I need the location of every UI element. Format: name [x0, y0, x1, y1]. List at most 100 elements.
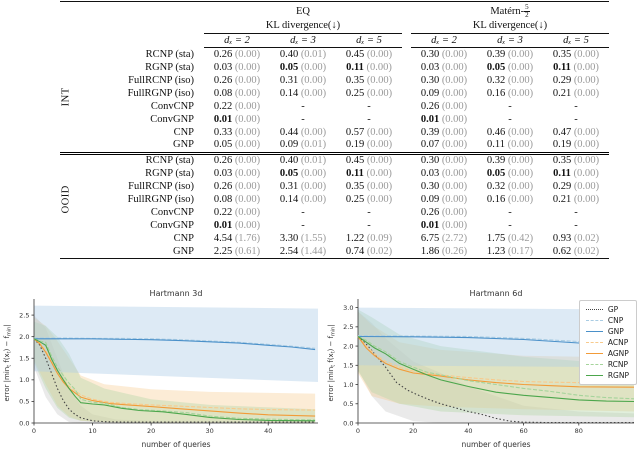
value-cell: 2.25 (0.61): [213, 245, 261, 257]
method-label: FullRGNP (iso): [127, 87, 194, 99]
method-label: RGNP (sta): [145, 168, 194, 180]
group-title-matern: Matérn- 5 2: [411, 2, 609, 20]
metric-label-eq: KL divergence(↓): [265, 20, 341, 32]
value-cell: 0.47 (0.00): [552, 126, 600, 138]
value-cell: 0.30 (0.00): [420, 48, 468, 60]
series-rgnp: [357, 336, 635, 403]
value-cell: 0.01 (0.00): [420, 113, 468, 125]
value-cell: -: [367, 207, 371, 219]
table-row: ConvGNP 0.01 (0.00) - - 0.01 (0.00) - -: [60, 113, 609, 126]
dx-header-row: dₓ = 2 dₓ = 3 dₓ = 5 dₓ = 2 dₓ = 3 dₓ = …: [60, 32, 609, 49]
value-cell: 0.03 (0.00): [213, 168, 261, 180]
x-tick-label: 20: [147, 427, 155, 435]
block-int: INT RCNP (sta) 0.26 (0.00) 0.40 (0.01) 0.45 …: [60, 48, 609, 154]
value-cell: 0.03 (0.00): [420, 61, 468, 73]
value-cell: -: [367, 100, 371, 112]
y-tick-label: 0.0: [343, 419, 353, 427]
chart-title: Hartmann 6d: [470, 289, 523, 298]
legend-line-sample: [585, 331, 603, 332]
series-rcnp: [357, 335, 635, 400]
value-cell: 0.93 (0.02): [552, 233, 600, 244]
x-tick-label: 0: [356, 427, 360, 435]
value-cell: 0.05 (0.00): [486, 168, 534, 180]
y-tick-label: 1.0: [19, 376, 29, 384]
y-tick-label: 1.0: [343, 381, 353, 389]
dx-header: dₓ = 5: [543, 32, 609, 49]
legend-line-sample: [585, 375, 603, 376]
table-row: RGNP (sta) 0.03 (0.00) 0.05 (0.00) 0.11 (0.…: [60, 168, 609, 181]
value-cell: -: [301, 113, 305, 125]
value-cell: 0.32 (0.00): [486, 74, 534, 86]
value-cell: 0.03 (0.00): [420, 168, 468, 180]
table-row: CNP 4.54 (1.76) 3.30 (1.55) 1.22 (0.09) 6.75…: [60, 232, 609, 245]
value-cell: -: [574, 220, 578, 232]
dx-header: dₓ = 2: [411, 32, 477, 49]
legend-line-sample: [585, 342, 603, 343]
y-tick-label: 2.5: [343, 323, 353, 331]
value-cell: 0.11 (0.00): [346, 61, 392, 73]
legend-label: RGNP: [607, 371, 629, 380]
legend-line-sample: [585, 309, 603, 310]
y-tick-label: 2.0: [19, 333, 29, 341]
y-tick-label: 2.5: [19, 311, 29, 319]
confidence-band: [358, 311, 634, 423]
value-cell: 0.45 (0.00): [345, 155, 393, 167]
hartmann-3d-plot: 0 10 20 30 40 0.0 0.5 1.0 1.5 2.0 2.5 Hartmann 3d nu…: [3, 289, 318, 449]
value-cell: 0.05 (0.00): [213, 139, 261, 151]
value-cell: 0.22 (0.00): [213, 207, 261, 219]
table-header: EQ Matérn- 5 2 KL divergence(↓) KL diverge…: [60, 2, 609, 49]
value-cell: 6.75 (2.72): [420, 233, 468, 244]
y-tick-label: 0.5: [19, 398, 29, 406]
method-label: CNP: [173, 126, 194, 138]
value-cell: 0.31 (0.00): [279, 74, 327, 86]
value-cell: 0.22 (0.00): [213, 100, 261, 112]
value-cell: -: [301, 100, 305, 112]
x-tick-label: 40: [264, 427, 272, 435]
value-cell: 0.01 (0.00): [420, 220, 468, 232]
value-cell: -: [367, 220, 371, 232]
y-tick-label: 1.5: [19, 355, 29, 363]
legend-item: ACNP: [585, 337, 629, 348]
x-tick-label: 10: [88, 427, 96, 435]
value-cell: -: [301, 220, 305, 232]
value-cell: 0.29 (0.00): [552, 74, 600, 86]
value-cell: 0.30 (0.00): [420, 74, 468, 86]
value-cell: 1.23 (0.17): [486, 245, 534, 257]
legend-item: RGNP: [585, 370, 629, 381]
value-cell: 0.11 (0.00): [553, 61, 599, 73]
value-cell: 0.62 (0.02): [552, 245, 600, 257]
legend-line-sample: [585, 320, 603, 321]
x-tick-label: 60: [519, 427, 527, 435]
value-cell: -: [301, 207, 305, 219]
table-row: INT RCNP (sta) 0.26 (0.00) 0.40 (0.01) 0.45 …: [60, 48, 609, 107]
y-tick-label: 2.0: [343, 342, 353, 350]
value-cell: 1.22 (0.09): [345, 233, 393, 244]
table-row: ConvCNP 0.22 (0.00) - - 0.26 (0.00) - -: [60, 100, 609, 113]
table-row: ConvGNP 0.01 (0.00) - - 0.01 (0.00) - -: [60, 219, 609, 232]
value-cell: 1.75 (0.42): [486, 233, 534, 244]
table-row: FullRCNP (iso) 0.26 (0.00) 0.31 (0.00) 0.35…: [60, 74, 609, 87]
x-tick-label: 30: [206, 427, 214, 435]
value-cell: 0.40 (0.01): [279, 48, 327, 60]
value-cell: 0.09 (0.00): [420, 87, 468, 99]
value-cell: 0.01 (0.00): [213, 220, 261, 232]
value-cell: 0.26 (0.00): [213, 155, 261, 167]
legend-label: CNP: [607, 316, 624, 325]
metric-label-matern: KL divergence(↓): [472, 20, 548, 32]
confidence-band: [358, 309, 634, 418]
method-label: GNP: [172, 245, 194, 257]
x-axis-label: number of queries: [461, 440, 530, 449]
series-gnp: [34, 338, 316, 351]
table-row: OOID RCNP (sta) 0.26 (0.00) 0.40 (0.01) 0.45…: [60, 153, 609, 213]
value-cell: 0.39 (0.00): [486, 155, 534, 167]
value-cell: 0.25 (0.00): [345, 87, 393, 99]
series-gp: [33, 338, 316, 423]
value-cell: 0.19 (0.00): [345, 139, 393, 151]
confidence-band: [358, 307, 634, 368]
value-cell: -: [367, 113, 371, 125]
value-cell: 0.35 (0.00): [345, 181, 393, 193]
legend-item: AGNP: [585, 348, 629, 359]
y-axis-label: error |mint f(xt) − fmin|: [3, 324, 13, 401]
series-acnp: [33, 338, 316, 411]
value-cell: 0.09 (0.00): [420, 194, 468, 206]
